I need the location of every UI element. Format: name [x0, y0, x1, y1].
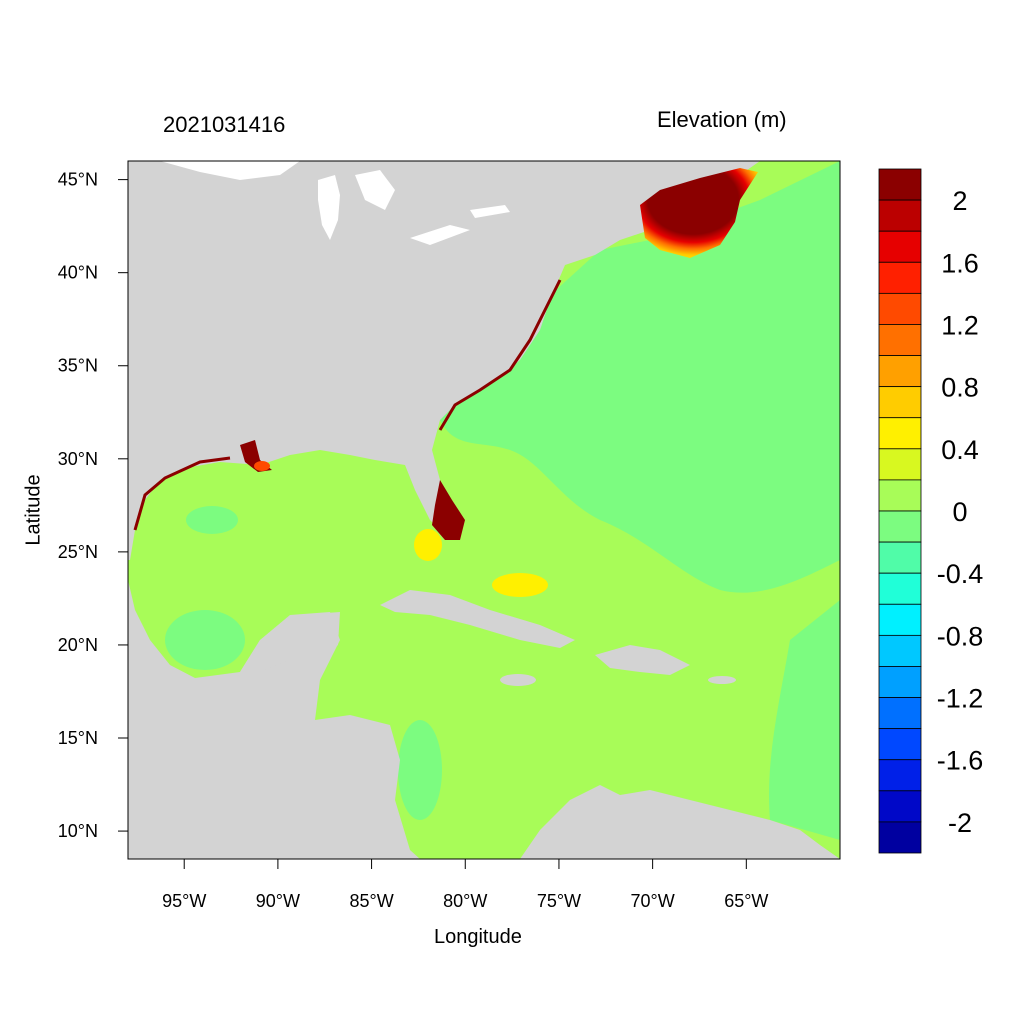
- x-axis-ticks: 95°W 90°W 85°W 80°W 75°W 70°W 65°W: [162, 859, 768, 911]
- gulf-of-maine-surge: [640, 168, 758, 258]
- atlantic-negative-region: [440, 161, 840, 593]
- colorbar-swatch: [878, 417, 922, 450]
- colorbar-swatch: [878, 728, 922, 761]
- colorbar-label: -0.8: [937, 621, 984, 651]
- bay-campeche-negative: [165, 610, 245, 670]
- carolina-surge-fringe: [438, 279, 562, 431]
- colorbar-label: 0: [952, 497, 967, 527]
- south-florida-surge: [432, 480, 465, 540]
- x-tick-label: 85°W: [349, 891, 393, 911]
- x-axis-label: Longitude: [434, 926, 522, 948]
- yucatan-land: [240, 612, 340, 672]
- y-tick-label: 40°N: [58, 263, 98, 283]
- cuba-land: [380, 590, 575, 648]
- puerto-rico-land: [708, 676, 736, 684]
- colorbar-label: 2: [952, 186, 967, 216]
- y-tick-label: 45°N: [58, 170, 98, 190]
- colorbar-swatch: [878, 479, 922, 512]
- bahamas-positive-patch: [492, 573, 548, 597]
- lake-erie: [410, 225, 470, 245]
- x-tick-label: 95°W: [162, 891, 206, 911]
- timestamp-label: 2021031416: [163, 112, 286, 137]
- x-tick-label: 65°W: [724, 891, 768, 911]
- lake-ontario: [470, 205, 510, 218]
- colorbar-swatch: [878, 572, 922, 605]
- y-tick-label: 25°N: [58, 542, 98, 562]
- colorbar-swatch: [878, 355, 922, 388]
- colorbar-label: -1.6: [937, 746, 984, 776]
- y-tick-label: 35°N: [58, 356, 98, 376]
- lake-michigan: [318, 175, 340, 240]
- colorbar-swatch: [878, 230, 922, 263]
- texas-surge-fringe: [133, 456, 231, 531]
- x-tick-label: 70°W: [631, 891, 675, 911]
- colorbar-label: -0.4: [937, 559, 984, 589]
- colorbar-swatch: [878, 510, 922, 543]
- colorbar-swatch: [878, 759, 922, 792]
- colorbar-swatch: [878, 199, 922, 232]
- colorbar-swatch: [878, 697, 922, 730]
- x-tick-label: 80°W: [443, 891, 487, 911]
- colorbar-swatch: [878, 603, 922, 636]
- plot-frame: [127, 160, 841, 860]
- gulf-negative-patch: [186, 506, 238, 534]
- map-plot: [128, 161, 840, 859]
- colorbar-swatch: [878, 790, 922, 823]
- hispaniola-land: [595, 645, 690, 675]
- colorbar-swatch: [878, 821, 922, 854]
- colorbar-label: -1.2: [937, 684, 984, 714]
- x-tick-label: 90°W: [256, 891, 300, 911]
- south-america-land: [520, 785, 840, 859]
- colorbar-swatch: [878, 386, 922, 419]
- caribbean-negative-patch: [398, 720, 442, 820]
- colorbar-swatch: [878, 261, 922, 294]
- colorbar-label: 0.8: [941, 373, 979, 403]
- atlantic-eastern-negative: [769, 600, 840, 840]
- colorbar-swatch: [878, 666, 922, 698]
- y-tick-label: 15°N: [58, 728, 98, 748]
- mexico-central-america-land: [128, 580, 420, 859]
- lake-superior: [160, 161, 300, 180]
- y-tick-label: 20°N: [58, 635, 98, 655]
- colorbar: 2 1.6 1.2 0.8 0.4 0 -0.4 -0.8 -1.2 -1.6 -2: [878, 168, 984, 854]
- colorbar-label: 1.2: [941, 310, 979, 340]
- colorbar-label: -2: [948, 808, 972, 838]
- colorbar-swatch: [878, 292, 922, 325]
- jamaica-land: [500, 674, 536, 686]
- lake-huron: [355, 170, 395, 210]
- colorbar-label: 0.4: [941, 435, 979, 465]
- louisiana-surge-edge: [254, 461, 270, 471]
- y-tick-label: 30°N: [58, 449, 98, 469]
- variable-unit-label: Elevation (m): [657, 107, 787, 132]
- colorbar-swatch: [878, 634, 922, 667]
- y-tick-label: 10°N: [58, 821, 98, 841]
- colorbar-label: 1.6: [941, 248, 979, 278]
- x-tick-label: 75°W: [537, 891, 581, 911]
- florida-keys-positive: [414, 529, 442, 561]
- colorbar-swatch: [878, 168, 922, 201]
- colorbar-swatch: [878, 448, 922, 481]
- y-axis-ticks: 45°N 40°N 35°N 30°N 25°N 20°N 15°N 10°N: [58, 170, 128, 841]
- colorbar-swatch: [878, 541, 922, 574]
- colorbar-swatch: [878, 324, 922, 356]
